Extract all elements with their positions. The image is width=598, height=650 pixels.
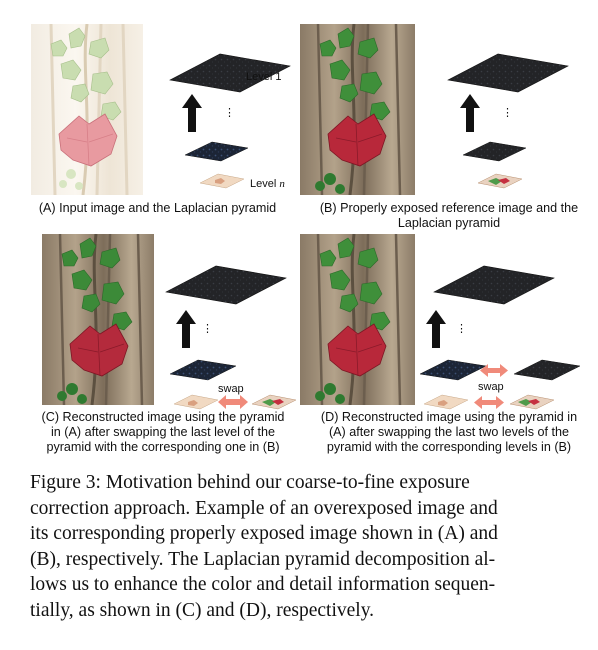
up-arrow-icon <box>188 106 196 132</box>
laplacian-pyramid-a: ⋮ Level 1 Level n <box>169 53 291 190</box>
reconstructed-image-c-photo <box>42 234 154 405</box>
up-arrow-icon <box>466 106 474 132</box>
pyramid-level-2-plate <box>462 141 527 162</box>
pyramid-level-2-plate <box>169 359 237 381</box>
panel-b-label-line-1: (B) Properly exposed reference image and… <box>319 201 579 215</box>
up-arrow-icon <box>182 322 190 348</box>
caption-line-6: tially, as shown in (C) and (D), respect… <box>30 599 375 621</box>
panel-d-label-line-1: (D) Reconstructed image using the pyrami… <box>320 410 578 424</box>
pyramid-level-2-plate-b <box>513 359 581 381</box>
swap-label: swap <box>218 383 244 395</box>
pyramid-level-1-plate <box>433 265 555 305</box>
reference-image-photo <box>300 24 415 195</box>
panel-c-label-line-2: in (A) after swapping the last level of … <box>50 425 275 439</box>
figure-caption: Figure 3: Motivation behind our coarse-t… <box>30 470 570 623</box>
panel-b: ⋮ (B) Properly exposed reference image a… <box>300 0 598 240</box>
laplacian-pyramid-b: ⋮ <box>447 53 569 189</box>
pyramid-level-1-plate <box>447 53 569 93</box>
panel-d-label-line-2: (A) after swapping the last two levels o… <box>328 425 570 439</box>
panel-c-label: (C) Reconstructed image using the pyrami… <box>28 410 298 455</box>
swap-arrow-icon <box>474 364 508 409</box>
laplacian-pyramid-d: ⋮ swap <box>419 265 581 410</box>
panel-a: ⋮ Level 1 Level n (A) Input image and th… <box>0 0 300 240</box>
panel-d-label-line-3: pyramid with the corresponding levels in… <box>326 440 572 454</box>
caption-line-2: correction approach. Example of an overe… <box>30 497 498 519</box>
panel-d-label: (D) Reconstructed image using the pyrami… <box>300 410 598 455</box>
ellipsis-icon: ⋮ <box>456 323 467 335</box>
ellipsis-icon: ⋮ <box>502 107 513 119</box>
caption-line-1: Figure 3: Motivation behind our coarse-t… <box>30 472 470 493</box>
caption-line-3: its corresponding properly exposed image… <box>30 523 498 544</box>
panel-a-label: (A) Input image and the Laplacian pyrami… <box>30 201 285 216</box>
swap-label: swap <box>478 381 504 393</box>
pyramid-level-2-plate <box>184 141 249 162</box>
pyramid-level-1-plate <box>169 53 291 93</box>
panel-d: ⋮ swap (D) Reconstructed image using the… <box>300 232 598 462</box>
pyramid-level-1-plate <box>165 265 287 305</box>
pyramid-level-2-plate-a <box>419 359 487 381</box>
panel-b-label-line-2: Laplacian pyramid <box>397 216 501 230</box>
caption-line-4: (B), respectively. The Laplacian pyramid… <box>30 548 496 570</box>
panel-b-label: (B) Properly exposed reference image and… <box>300 201 598 231</box>
panel-c-label-line-1: (C) Reconstructed image using the pyrami… <box>41 410 285 424</box>
laplacian-pyramid-c: ⋮ swap <box>165 265 297 410</box>
reconstructed-image-d-photo <box>300 234 415 405</box>
ellipsis-icon: ⋮ <box>224 107 235 119</box>
panel-a-label-line-1: (A) Input image and the Laplacian pyrami… <box>38 201 277 215</box>
up-arrow-icon <box>432 322 440 348</box>
level-n-label: Level n <box>250 178 285 190</box>
swap-arrow-icon <box>218 395 248 409</box>
panel-c-label-line-3: pyramid with the corresponding one in (B… <box>46 440 280 454</box>
panel-c: ⋮ swap (C) Reconstructed image using the… <box>0 232 300 462</box>
input-image-photo <box>31 24 143 195</box>
level-1-label: Level 1 <box>246 71 281 83</box>
caption-line-5: lows us to enhance the color and detail … <box>30 574 496 595</box>
ellipsis-icon: ⋮ <box>202 323 213 335</box>
